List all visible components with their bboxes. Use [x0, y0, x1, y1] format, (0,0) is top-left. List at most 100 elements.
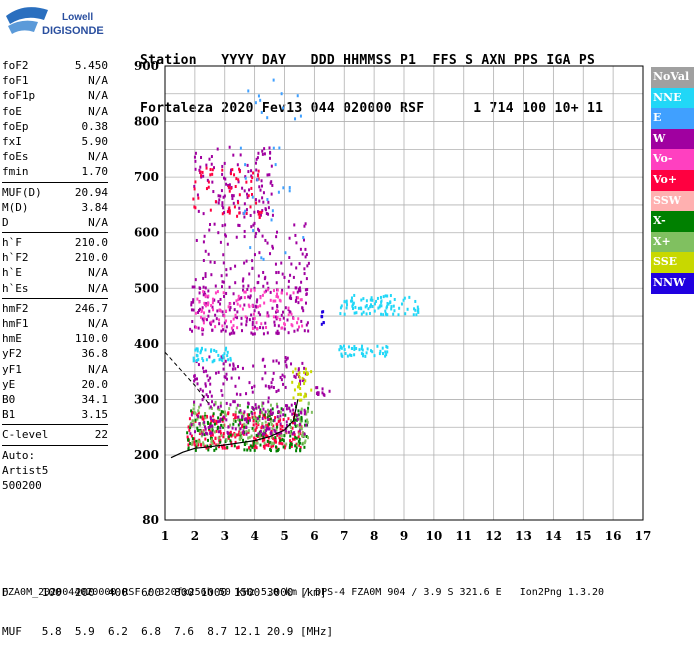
trace-point: [305, 394, 308, 398]
param-row: hmF1 N/A: [2, 316, 108, 331]
param-name: h`F: [2, 236, 22, 250]
trace-point: [297, 385, 300, 389]
autoscaling-line: 500200: [2, 478, 42, 492]
trace-point: [202, 293, 205, 297]
trace-point: [222, 410, 225, 414]
trace-point: [286, 318, 289, 322]
trace-point: [276, 292, 279, 296]
trace-point: [232, 292, 235, 296]
trace-point: [304, 419, 307, 423]
trace-point: [250, 331, 253, 335]
trace-point: [209, 425, 212, 429]
trace-point: [277, 419, 280, 423]
trace-point: [191, 440, 194, 444]
trace-point: [277, 416, 280, 420]
trace-point: [261, 434, 264, 438]
trace-point: [246, 405, 249, 409]
trace-point: [197, 310, 200, 314]
trace-point: [284, 385, 287, 389]
param-name: yF2: [2, 347, 22, 361]
trace-point: [277, 410, 280, 414]
trace-point: [225, 309, 228, 313]
param-row: foE N/A: [2, 104, 108, 119]
trace-point: [276, 423, 279, 427]
trace-point: [222, 424, 225, 428]
x-tick-label: 3: [221, 529, 229, 543]
trace-point: [254, 161, 257, 165]
trace-point: [299, 446, 302, 450]
trace-point: [187, 447, 190, 451]
trace-point: [204, 348, 207, 352]
trace-point: [293, 374, 296, 378]
trace-point: [266, 288, 269, 292]
x-tick-label: 12: [485, 529, 502, 543]
trace-point: [306, 410, 309, 414]
trace-point: [213, 422, 216, 426]
trace-point: [232, 364, 235, 368]
trace-point: [297, 372, 300, 376]
trace-point: [208, 406, 211, 410]
param-name: yE: [2, 377, 16, 391]
trace-point: [187, 425, 190, 429]
trace-point: [207, 294, 210, 298]
trace-point: [209, 390, 212, 394]
trace-point: [289, 409, 292, 413]
trace-point: [276, 405, 279, 409]
trace-point: [232, 317, 235, 321]
trace-point: [274, 262, 277, 266]
trace-point: [293, 329, 296, 333]
trace-point: [190, 434, 193, 438]
trace-point: [416, 309, 419, 313]
trace-point: [204, 425, 207, 429]
trace-point: [355, 346, 358, 350]
trace-point: [270, 441, 273, 445]
trace-point: [250, 313, 253, 317]
trace-point: [295, 241, 298, 245]
trace-point: [216, 309, 219, 313]
param-row: D N/A: [2, 215, 108, 230]
param-value: N/A: [88, 266, 108, 280]
trace-point: [275, 235, 278, 239]
trace-point: [248, 188, 251, 192]
trace-point: [354, 305, 357, 309]
trace-point: [267, 408, 270, 412]
trace-point: [278, 436, 281, 440]
trace-point: [260, 256, 263, 260]
trace-point: [257, 274, 260, 278]
trace-point: [294, 233, 297, 237]
trace-point: [194, 151, 197, 155]
trace-point: [295, 286, 298, 290]
trace-point: [234, 412, 237, 416]
trace-point: [190, 423, 193, 427]
trace-point: [389, 294, 392, 298]
trace-point: [253, 309, 256, 313]
trace-point: [213, 430, 216, 434]
trace-point: [228, 209, 231, 213]
trace-point: [200, 174, 203, 178]
trace-point: [262, 257, 265, 261]
trace-point: [339, 345, 342, 349]
trace-point: [360, 312, 363, 316]
trace-point: [298, 375, 301, 379]
trace-point: [229, 423, 232, 427]
trace-point: [228, 206, 231, 210]
trace-point: [245, 259, 248, 263]
trace-point: [272, 359, 275, 363]
trace-point: [254, 403, 257, 407]
trace-point: [194, 206, 197, 210]
trace-point: [281, 373, 284, 377]
param-value: 36.8: [81, 347, 109, 361]
trace-point: [302, 238, 305, 242]
trace-point: [284, 413, 287, 417]
trace-point: [235, 392, 238, 396]
param-value: 20.94: [74, 185, 108, 199]
trace-point: [257, 432, 260, 436]
trace-point: [258, 215, 261, 219]
trace-point: [291, 324, 294, 328]
trace-point: [255, 422, 258, 426]
trace-point: [262, 444, 265, 448]
trace-point: [257, 423, 260, 427]
trace-point: [289, 273, 292, 277]
trace-point: [214, 436, 217, 440]
legend-entry: Vo+: [651, 169, 694, 191]
